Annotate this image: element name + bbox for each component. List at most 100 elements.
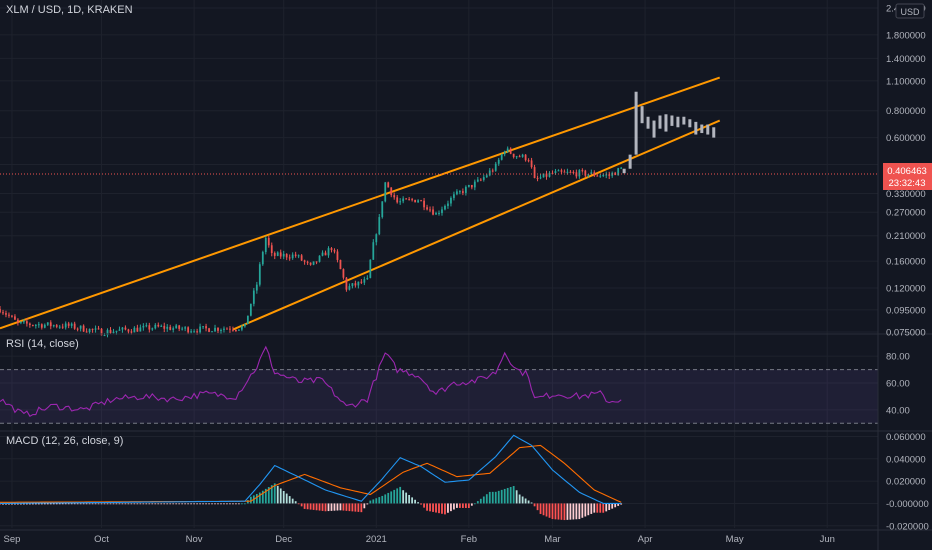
macd-histogram-bar xyxy=(524,498,527,504)
candle-body xyxy=(115,330,118,332)
time-axis-tick: Mar xyxy=(544,534,560,545)
last-price-label: 0.406463 23:32:43 xyxy=(883,163,932,190)
candle-body xyxy=(309,262,312,265)
macd-histogram-bar xyxy=(563,503,566,521)
macd-histogram-bar xyxy=(351,503,354,512)
candle-body xyxy=(560,170,563,172)
candle-body xyxy=(518,156,521,158)
macd-histogram-bar xyxy=(40,503,43,505)
macd-axis-tick: -0.000000 xyxy=(886,499,929,510)
time-axis-tick: May xyxy=(726,534,744,545)
candle-body xyxy=(148,325,151,330)
candle-body xyxy=(103,335,106,337)
macd-legend: MACD (12, 26, close, 9) xyxy=(6,435,123,447)
macd-histogram-bar xyxy=(506,487,509,504)
macd-histogram-bar xyxy=(85,503,88,505)
macd-histogram-bar xyxy=(438,503,440,514)
macd-histogram-bar xyxy=(479,498,482,504)
candle-body xyxy=(548,172,551,177)
candle-body xyxy=(252,290,255,304)
macd-histogram-bar xyxy=(554,503,557,520)
macd-histogram-bar xyxy=(444,503,446,515)
macd-histogram-bar xyxy=(261,490,264,504)
macd-histogram-bar xyxy=(494,491,497,504)
projection-bar xyxy=(682,116,686,125)
macd-histogram-bar xyxy=(357,503,360,512)
candle-body xyxy=(145,325,148,327)
candle-body xyxy=(14,316,16,320)
candle-body xyxy=(521,154,524,157)
candle-body xyxy=(330,248,333,251)
candle-body xyxy=(602,175,605,177)
projection-bars xyxy=(622,91,716,174)
rsi-line xyxy=(0,345,622,417)
macd-histogram-bar xyxy=(238,503,240,505)
macd-histogram-bar xyxy=(82,503,85,505)
candle-body xyxy=(232,329,234,331)
price-axis-tick: 0.800000 xyxy=(886,106,926,117)
candle-body xyxy=(20,321,22,323)
macd-histogram-bar xyxy=(426,503,428,511)
candle-body xyxy=(190,331,193,333)
macd-histogram-bar xyxy=(536,503,539,511)
candle-body xyxy=(503,151,506,155)
macd-histogram-bar xyxy=(450,503,452,512)
candle-body xyxy=(264,238,267,253)
macd-histogram-bar xyxy=(112,503,115,505)
macd-axis-tick: -0.020000 xyxy=(886,521,929,532)
candle-body xyxy=(554,171,557,173)
candle-body xyxy=(187,327,190,333)
macd-histogram-bar xyxy=(226,503,228,505)
candle-body xyxy=(79,325,82,329)
candle-body xyxy=(485,175,488,178)
candle-body xyxy=(420,200,422,202)
macd-histogram-bar xyxy=(49,503,52,505)
macd-histogram xyxy=(0,483,623,521)
macd-histogram-bar xyxy=(348,503,351,512)
candle-body xyxy=(49,322,52,327)
candle-body xyxy=(500,154,503,160)
candle-body xyxy=(387,182,390,188)
macd-histogram-bar xyxy=(584,503,587,517)
candle-body xyxy=(267,238,270,246)
candle-body xyxy=(196,331,198,333)
candle-body xyxy=(73,323,76,329)
candle-body xyxy=(423,200,425,208)
macd-histogram-bar xyxy=(333,503,336,511)
rsi-legend: RSI (14, close) xyxy=(6,338,79,350)
macd-histogram-bar xyxy=(545,503,548,517)
macd-histogram-bar xyxy=(354,503,357,512)
macd-histogram-bar xyxy=(578,503,581,520)
candle-body xyxy=(76,328,79,330)
macd-histogram-bar xyxy=(43,503,46,505)
macd-histogram-bar xyxy=(390,491,393,504)
macd-histogram-bar xyxy=(393,489,396,504)
macd-histogram-bar xyxy=(220,503,222,505)
macd-histogram-bar xyxy=(384,494,387,504)
macd-histogram-bar xyxy=(2,503,4,505)
candle-body xyxy=(0,308,1,313)
macd-histogram-bar xyxy=(109,503,112,505)
candle-body xyxy=(318,255,321,262)
macd-histogram-bar xyxy=(79,503,82,505)
macd-histogram-bar xyxy=(378,497,381,504)
candle-body xyxy=(429,209,431,211)
currency-text: USD xyxy=(900,7,920,17)
macd-histogram-bar xyxy=(575,503,578,520)
candle-body xyxy=(572,172,575,174)
candle-body xyxy=(118,329,121,331)
macd-histogram-bar xyxy=(22,503,25,505)
candle-body xyxy=(223,328,225,330)
projection-bar xyxy=(634,91,638,155)
rsi-axis-tick: 40.00 xyxy=(886,405,910,416)
macd-histogram-bar xyxy=(115,503,118,505)
candle-body xyxy=(109,329,112,333)
bar-countdown: 23:32:43 xyxy=(889,178,926,189)
candle-body xyxy=(270,245,273,254)
macd-histogram-bar xyxy=(14,503,16,505)
candle-body xyxy=(351,283,354,287)
candle-body xyxy=(620,167,623,169)
candle-body xyxy=(11,315,13,317)
